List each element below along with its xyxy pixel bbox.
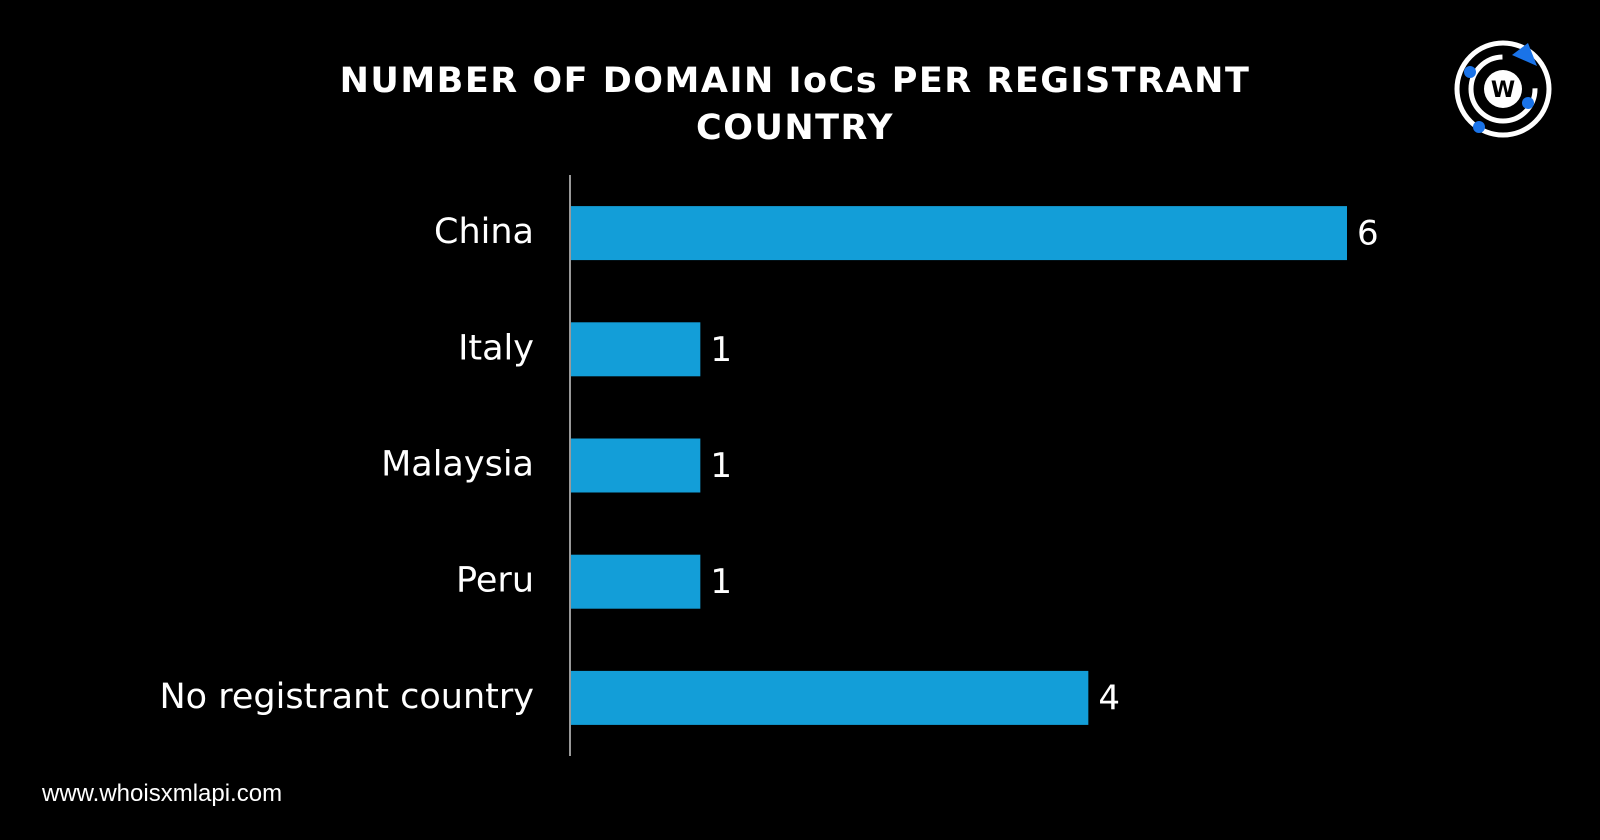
value-label: 1	[710, 446, 732, 486]
logo-ring	[1468, 54, 1538, 124]
logo-core	[1484, 70, 1522, 108]
logo-flag	[1512, 43, 1537, 66]
logo-dot	[1473, 121, 1485, 133]
value-label: 6	[1357, 214, 1379, 254]
source-url: www.whoisxmlapi.com	[42, 780, 283, 807]
logo-ring	[1454, 40, 1552, 138]
bar	[571, 322, 701, 377]
bar	[571, 206, 1347, 261]
logo-dot	[1522, 97, 1534, 109]
chart-title: NUMBER OF DOMAIN IoCs PER REGISTRANT COU…	[339, 61, 1251, 148]
category-label: Malaysia	[381, 445, 534, 485]
logo-text: W	[1491, 78, 1515, 103]
category-label: No registrant country	[160, 677, 535, 717]
category-label: Italy	[458, 328, 534, 368]
value-label: 1	[710, 562, 732, 602]
logo-dot	[1464, 66, 1476, 78]
bar	[571, 554, 701, 609]
category-label: China	[434, 212, 534, 252]
category-label: Peru	[456, 561, 534, 601]
bar	[571, 670, 1089, 725]
logo: W	[1454, 40, 1552, 138]
bar	[571, 438, 701, 493]
value-label: 1	[710, 330, 732, 370]
value-label: 4	[1098, 678, 1120, 718]
